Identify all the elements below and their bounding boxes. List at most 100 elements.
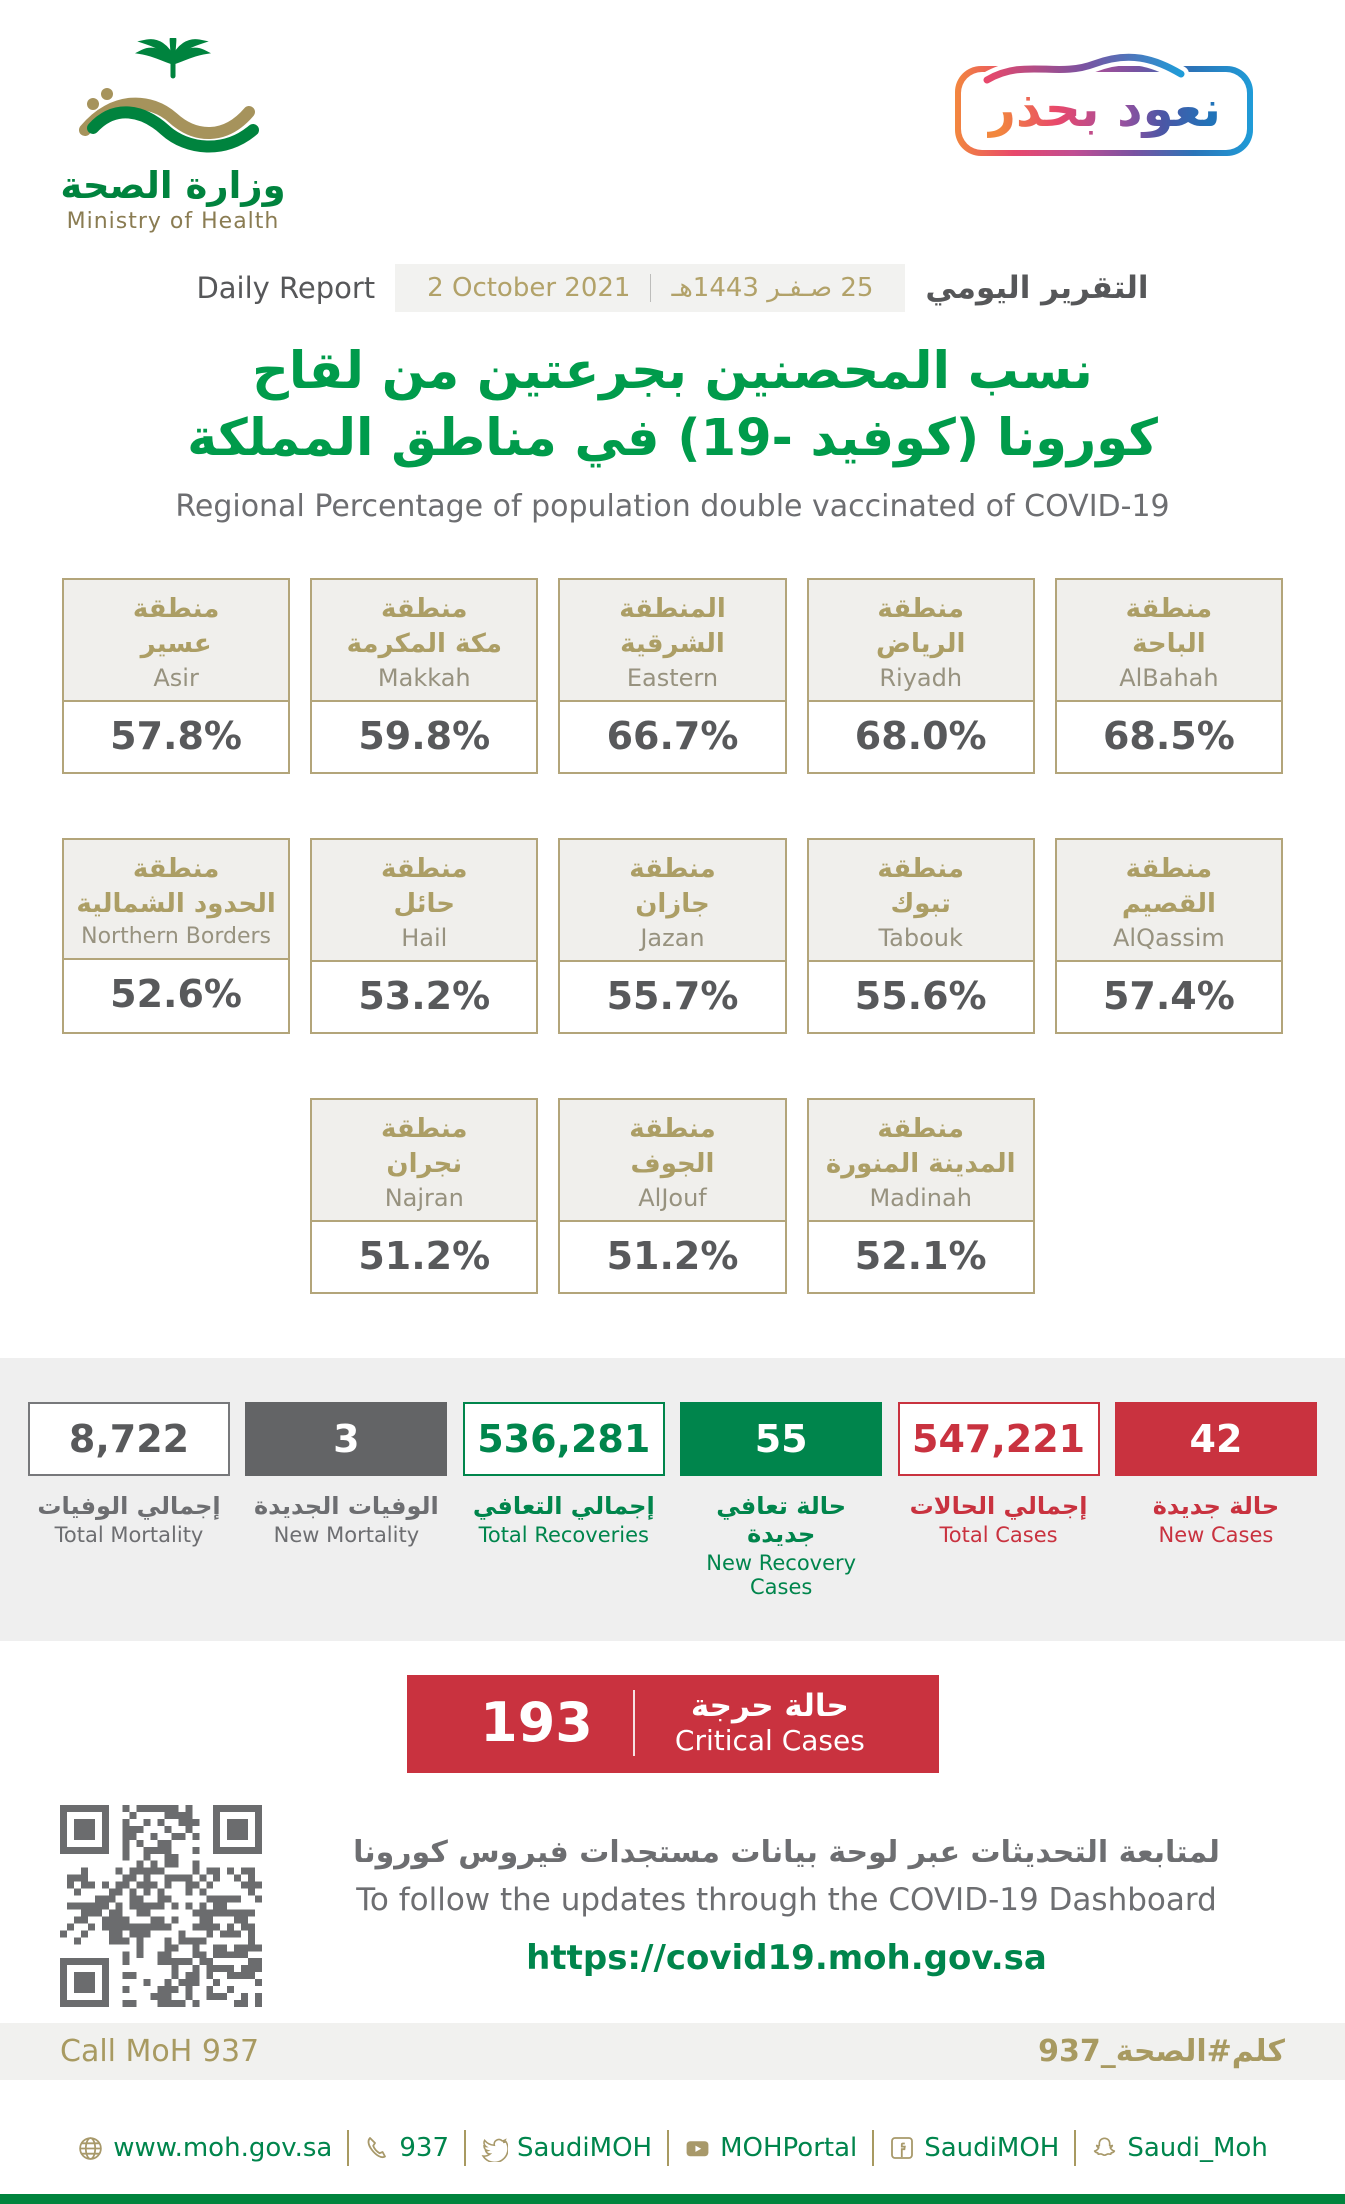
footer-snapchat-link[interactable]: Saudi_Moh bbox=[1091, 2133, 1268, 2164]
footer-phone-link[interactable]: 937 bbox=[364, 2133, 449, 2163]
region-name-english: Hail bbox=[401, 924, 448, 952]
footer-social-row: www.moh.gov.sa 937 SaudiMOH MOHPortal Sa… bbox=[0, 2130, 1345, 2167]
region-name-arabic: منطقة الجوف bbox=[629, 1114, 716, 1180]
stat-new-recovery-cases: 55 حالة تعافي جديدة New Recovery Cases bbox=[680, 1402, 883, 1600]
region-name-arabic: منطقة حائل bbox=[381, 853, 468, 919]
region-card-albahah: منطقة الباحة AlBahah 68.5% bbox=[1054, 577, 1283, 774]
dashboard-text-arabic: لمتابعة التحديثات عبر لوحة بيانات مستجدا… bbox=[353, 1835, 1220, 1871]
badge-text: نعود بحذر bbox=[987, 80, 1221, 138]
region-name-english: Jazan bbox=[640, 924, 705, 952]
region-percentage: 51.2% bbox=[606, 1234, 739, 1279]
region-card-najran: منطقة نجران Najran 51.2% bbox=[310, 1098, 539, 1295]
stat-value: 55 bbox=[680, 1402, 883, 1477]
call-moh-english: Call MoH 937 bbox=[60, 2034, 260, 2070]
critical-label-english: Critical Cases bbox=[674, 1724, 865, 1758]
footer-phone-label: 937 bbox=[399, 2133, 449, 2164]
footer-youtube-label: MOHPortal bbox=[720, 2133, 858, 2164]
critical-cases-banner: 193 حالة حرجة Critical Cases bbox=[406, 1675, 939, 1774]
twitter-icon bbox=[481, 2137, 508, 2162]
region-cards-row1: منطقة عسير Asir 57.8% منطقة مكة المكرمة Ma… bbox=[0, 577, 1345, 774]
footer-youtube-link[interactable]: MOHPortal bbox=[684, 2133, 857, 2163]
hijri-date: 25 صـفـر 1443هـ bbox=[671, 273, 874, 303]
dashboard-text-english: To follow the updates through the COVID-… bbox=[356, 1882, 1217, 1919]
stat-label-arabic: إجمالي الوفيات bbox=[37, 1492, 221, 1521]
region-card-riyadh: منطقة الرياض Riyadh 68.0% bbox=[806, 577, 1035, 774]
footer-twitter-link[interactable]: SaudiMOH bbox=[481, 2133, 652, 2163]
region-percentage: 68.0% bbox=[854, 713, 987, 758]
stat-label-english: New Cases bbox=[1158, 1523, 1274, 1548]
region-card-asir: منطقة عسير Asir 57.8% bbox=[62, 577, 291, 774]
critical-divider bbox=[632, 1689, 635, 1756]
stat-total-cases: 547,221 إجمالي الحالات Total Cases bbox=[897, 1402, 1100, 1599]
region-name-arabic: منطقة مكة المكرمة bbox=[346, 593, 502, 659]
daily-report-label: Daily Report bbox=[196, 271, 376, 305]
region-name-english: Asir bbox=[153, 663, 199, 692]
region-name-english: AlQassim bbox=[1113, 924, 1225, 952]
date-divider bbox=[650, 274, 652, 302]
region-name-arabic: منطقة تبوك bbox=[877, 853, 964, 919]
facebook-icon bbox=[891, 2137, 914, 2160]
footer-website-label: www.moh.gov.sa bbox=[113, 2133, 333, 2164]
region-card-northern-borders: منطقة الحدود الشمالية Northern Borders 52… bbox=[62, 837, 291, 1034]
region-name-english: Northern Borders bbox=[81, 924, 272, 950]
stat-label-english: New Recovery Cases bbox=[706, 1551, 857, 1600]
region-name-arabic: منطقة الحدود الشمالية bbox=[76, 854, 276, 920]
page-subtitle-english: Regional Percentage of population double… bbox=[175, 488, 1170, 524]
region-name-english: Riyadh bbox=[879, 663, 963, 692]
footer-twitter-label: SaudiMOH bbox=[517, 2133, 653, 2164]
stat-value: 547,221 bbox=[897, 1402, 1100, 1477]
page-header: وزارة الصحة Ministry of Health نعود بحذر bbox=[0, 0, 1345, 234]
stat-value: 536,281 bbox=[462, 1402, 665, 1477]
report-row: Daily Report 2 October 2021 25 صـفـر 144… bbox=[0, 264, 1345, 312]
region-card-madinah: منطقة المدينة المنورة Madinah 52.1% bbox=[806, 1098, 1035, 1295]
youtube-icon bbox=[686, 2140, 709, 2156]
region-card-tabouk: منطقة تبوك Tabouk 55.6% bbox=[806, 837, 1035, 1034]
region-percentage: 55.7% bbox=[606, 974, 739, 1018]
region-name-arabic: منطقة القصيم bbox=[1121, 853, 1216, 919]
region-name-english: Tabouk bbox=[878, 924, 963, 952]
footer-separator bbox=[347, 2130, 350, 2167]
region-card-hail: منطقة حائل Hail 53.2% bbox=[310, 837, 539, 1034]
stat-total-mortality: 8,722 إجمالي الوفيات Total Mortality bbox=[28, 1402, 230, 1599]
snapchat-icon bbox=[1094, 2137, 1116, 2156]
region-percentage: 57.8% bbox=[110, 713, 243, 758]
stat-label-arabic: إجمالي الحالات bbox=[909, 1492, 1088, 1521]
call-moh-arabic-hashtag: كلم#الصحة_937 bbox=[1038, 2034, 1285, 2070]
footer-website-link[interactable]: www.moh.gov.sa bbox=[77, 2133, 332, 2163]
page-title-arabic: نسب المحصنين بجرعتين من لقاح كورونا (كوف… bbox=[0, 338, 1345, 473]
region-name-english: AlJouf bbox=[638, 1184, 707, 1213]
region-name-english: Eastern bbox=[626, 663, 719, 692]
return-with-caution-badge: نعود بحذر bbox=[955, 49, 1253, 156]
badge-swoosh-icon bbox=[979, 49, 1190, 88]
stat-label-arabic: الوفيات الجديدة bbox=[254, 1492, 439, 1521]
footer-snapchat-label: Saudi_Moh bbox=[1127, 2133, 1268, 2164]
region-name-arabic: المنطقة الشرقية bbox=[619, 593, 726, 659]
region-percentage: 57.4% bbox=[1102, 974, 1235, 1018]
footer-facebook-label: SaudiMOH bbox=[924, 2133, 1060, 2164]
region-name-arabic: منطقة عسير bbox=[132, 593, 220, 659]
region-name-arabic: منطقة الرياض bbox=[876, 593, 966, 659]
region-percentage: 59.8% bbox=[358, 713, 491, 758]
footer-separator bbox=[872, 2130, 875, 2167]
stat-new-cases: 42 حالة جديدة New Cases bbox=[1114, 1402, 1317, 1599]
daily-stats-band: 8,722 إجمالي الوفيات Total Mortality 3 ا… bbox=[0, 1358, 1345, 1642]
region-name-english: Madinah bbox=[869, 1184, 972, 1213]
stat-total-recoveries: 536,281 إجمالي التعافي Total Recoveries bbox=[462, 1402, 665, 1599]
region-cards-row2: منطقة الحدود الشمالية Northern Borders 52… bbox=[0, 837, 1345, 1034]
date-box: 2 October 2021 25 صـفـر 1443هـ bbox=[395, 264, 906, 312]
footer-facebook-link[interactable]: SaudiMOH bbox=[889, 2133, 1059, 2163]
phone-icon bbox=[367, 2137, 387, 2159]
daily-report-label-arabic: التقرير اليومي bbox=[925, 270, 1149, 306]
region-percentage: 52.6% bbox=[110, 971, 243, 1016]
dashboard-url-link[interactable]: https://covid19.moh.gov.sa bbox=[526, 1938, 1047, 1979]
globe-icon bbox=[79, 2136, 102, 2160]
moh-logo: وزارة الصحة Ministry of Health bbox=[58, 35, 288, 234]
region-name-english: AlBahah bbox=[1119, 663, 1219, 692]
region-percentage: 51.2% bbox=[358, 1234, 491, 1279]
region-name-arabic: منطقة نجران bbox=[381, 1114, 468, 1180]
footer-separator bbox=[667, 2130, 670, 2167]
stat-value: 3 bbox=[245, 1402, 448, 1477]
gregorian-date: 2 October 2021 bbox=[427, 273, 631, 303]
critical-cases-value: 193 bbox=[480, 1691, 593, 1755]
region-percentage: 55.6% bbox=[854, 974, 987, 1018]
